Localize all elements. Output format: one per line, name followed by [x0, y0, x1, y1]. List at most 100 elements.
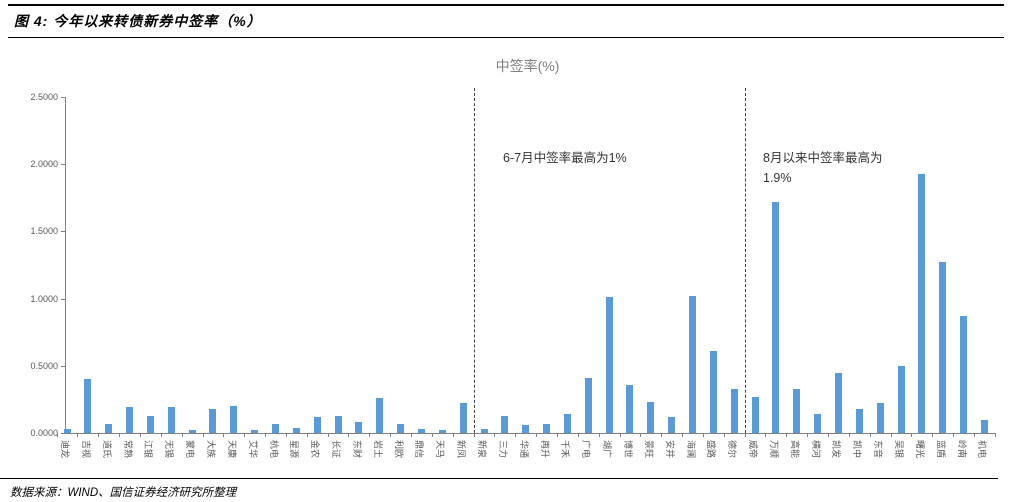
- bar-新凤: [459, 403, 467, 433]
- x-axis-category-label: 吉视: [80, 440, 91, 459]
- x-axis-category-label: 万顺: [768, 440, 779, 459]
- x-axis-category-label: 吴银: [894, 440, 904, 459]
- x-axis-category-label: 蓝盾: [935, 440, 946, 459]
- x-axis-tick-mark: [807, 433, 809, 437]
- y-axis-tick-mark: [61, 231, 65, 233]
- y-axis-tick-mark: [61, 164, 65, 166]
- bar-常熟: [126, 407, 134, 433]
- y-axis-tick-mark: [61, 433, 65, 434]
- x-axis-category-label: 杭电: [268, 440, 279, 459]
- x-axis-category-label: 景旺: [643, 440, 654, 459]
- bar-博世: [626, 385, 634, 433]
- y-axis-line: [65, 97, 66, 434]
- x-axis-category-label: 岩土: [372, 440, 383, 459]
- x-axis-tick-mark: [973, 433, 975, 437]
- bar-艾华: [251, 430, 259, 433]
- bar-海澜: [689, 296, 696, 433]
- x-axis-category-label: 蒙电: [185, 440, 196, 459]
- annotation-jun-jul-max: 6-7月中签率最高为1%: [503, 151, 627, 165]
- x-axis-tick-mark: [890, 433, 892, 437]
- y-axis-tick-label: 0.0000: [30, 428, 58, 438]
- x-axis-category-label: 迪龙: [60, 440, 70, 459]
- x-axis-category-label: 安井: [664, 440, 675, 459]
- x-axis-tick-mark: [932, 433, 934, 437]
- x-axis-category-label: 威帝: [748, 440, 759, 459]
- bar-华通: [522, 425, 530, 433]
- x-axis-category-label: 艾华: [247, 440, 258, 459]
- x-axis-tick-mark: [702, 433, 704, 437]
- y-axis-tick-label: 0.5000: [30, 360, 58, 371]
- x-axis-tick-mark: [306, 433, 308, 437]
- bar-湖广: [605, 297, 613, 433]
- x-axis-category-label: 华通: [518, 440, 529, 459]
- bar-岩土: [376, 398, 384, 433]
- x-axis-tick-mark: [348, 433, 350, 437]
- bar-横河: [814, 414, 822, 433]
- bar-东财: [355, 422, 363, 433]
- x-axis-tick-mark: [265, 433, 267, 437]
- x-axis-tick-mark: [598, 433, 600, 437]
- x-axis-category-label: 再升: [539, 440, 550, 459]
- bar-蒙电: [188, 430, 196, 433]
- x-axis-category-label: 三力: [497, 440, 508, 459]
- x-axis-category-label: 新凤: [456, 440, 467, 459]
- x-axis-tick-mark: [56, 433, 58, 437]
- y-axis-tick-mark: [61, 97, 65, 98]
- bar-吉视: [84, 379, 92, 433]
- x-axis-tick-mark: [515, 433, 517, 437]
- x-axis-category-label: 鼎信: [414, 440, 425, 459]
- x-axis-category-label: 东财: [351, 440, 362, 459]
- bar-再升: [543, 424, 551, 433]
- x-axis-category-label: 金农: [310, 440, 321, 459]
- x-axis-tick-mark: [119, 433, 121, 437]
- bar-安井: [668, 417, 676, 433]
- x-axis-category-label: 利欧: [393, 440, 404, 459]
- y-axis-tick-label: 2.0000: [30, 159, 58, 170]
- x-axis-category-label: 凯中: [852, 440, 863, 459]
- x-axis-category-label: 海澜: [685, 440, 696, 459]
- x-axis-category-label: 天康: [226, 440, 237, 459]
- x-axis-category-label: 道氏: [101, 440, 112, 459]
- bar-长证: [334, 416, 342, 433]
- x-axis-category-label: 东音: [873, 440, 884, 459]
- x-axis-category-label: 无锡: [164, 440, 175, 459]
- x-axis-tick-mark: [202, 433, 204, 437]
- bar-万顺: [772, 202, 780, 433]
- data-source-note: 数据来源：WIND、国信证券经济研究所整理: [10, 487, 237, 499]
- x-axis-tick-mark: [661, 433, 663, 437]
- bar-吴银: [897, 366, 905, 433]
- footer-rule: [0, 478, 998, 479]
- x-axis-category-label: 德尔: [727, 440, 738, 459]
- bar-凯中: [855, 409, 863, 433]
- x-axis-tick-mark: [494, 433, 496, 437]
- y-axis-tick-label: 2.5000: [30, 92, 58, 102]
- x-axis-tick-mark: [577, 433, 579, 437]
- bar-威帝: [751, 397, 759, 433]
- x-axis-tick-mark: [994, 433, 996, 437]
- x-axis-tick-mark: [786, 433, 788, 437]
- bar-千禾: [563, 414, 571, 433]
- x-axis-tick-mark: [223, 433, 225, 437]
- bar-利欧: [397, 424, 405, 433]
- bar-蓝盾: [939, 262, 947, 433]
- x-axis-category-label: 盛路: [706, 440, 717, 459]
- bar-德尔: [730, 389, 738, 433]
- chart-title: 中签率(%): [495, 58, 560, 74]
- header-rule-bottom: [8, 37, 1004, 38]
- bar-无锡: [167, 407, 175, 433]
- x-axis-tick-mark: [160, 433, 162, 437]
- y-axis-tick-label: 1.5000: [30, 226, 58, 237]
- figure-title: 图 4: 今年以来转债新券中签率（%）: [14, 13, 262, 29]
- x-axis-tick-mark: [77, 433, 79, 437]
- x-axis-tick-mark: [869, 433, 871, 437]
- x-axis-category-label: 横河: [810, 440, 821, 459]
- bar-迪龙: [63, 429, 71, 433]
- y-axis-tick-label: 1.0000: [30, 293, 58, 304]
- bar-广电: [584, 378, 592, 433]
- bar-岭南: [960, 316, 968, 433]
- y-axis-tick-mark: [61, 365, 65, 367]
- x-axis-tick-mark: [765, 433, 767, 437]
- bar-杭电: [272, 424, 279, 433]
- x-axis-category-label: 新泉: [477, 440, 487, 459]
